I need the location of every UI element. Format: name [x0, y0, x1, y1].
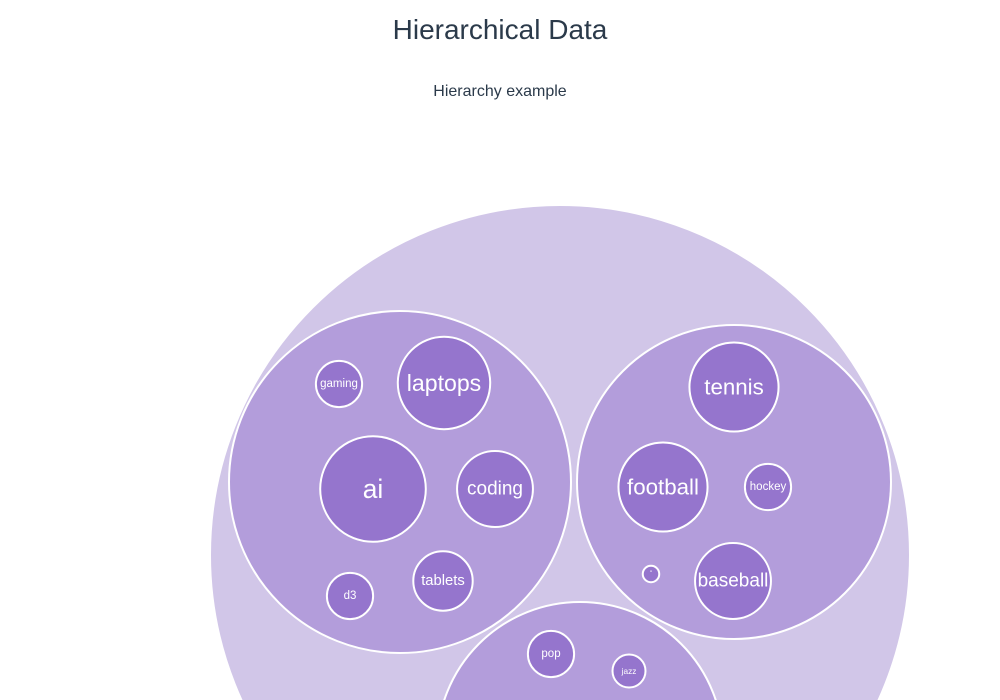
leaf-label-1-3: ai: [363, 474, 384, 504]
leaf-label-2-3: hockey: [750, 481, 787, 493]
leaf-label-2-4: baseball: [698, 571, 769, 592]
leaf-label-1-5: d3: [344, 590, 357, 602]
leaf-label-1-4: coding: [467, 479, 523, 500]
leaf-label-3-1: pop: [541, 648, 560, 660]
leaf-label-3-2: jazz: [621, 666, 637, 676]
leaf-label-2-1: tennis: [704, 375, 764, 400]
leaf-label-2-2: football: [627, 475, 699, 500]
leaf-label-1-1: gaming: [320, 378, 358, 390]
bubble-layer: gaming laptops ai coding d3 tablets tennis foot…: [210, 205, 910, 700]
leaf-label-2-5: ": [650, 571, 652, 577]
leaf-label-1-2: laptops: [407, 370, 481, 396]
leaf-label-1-6: tablets: [421, 573, 465, 589]
